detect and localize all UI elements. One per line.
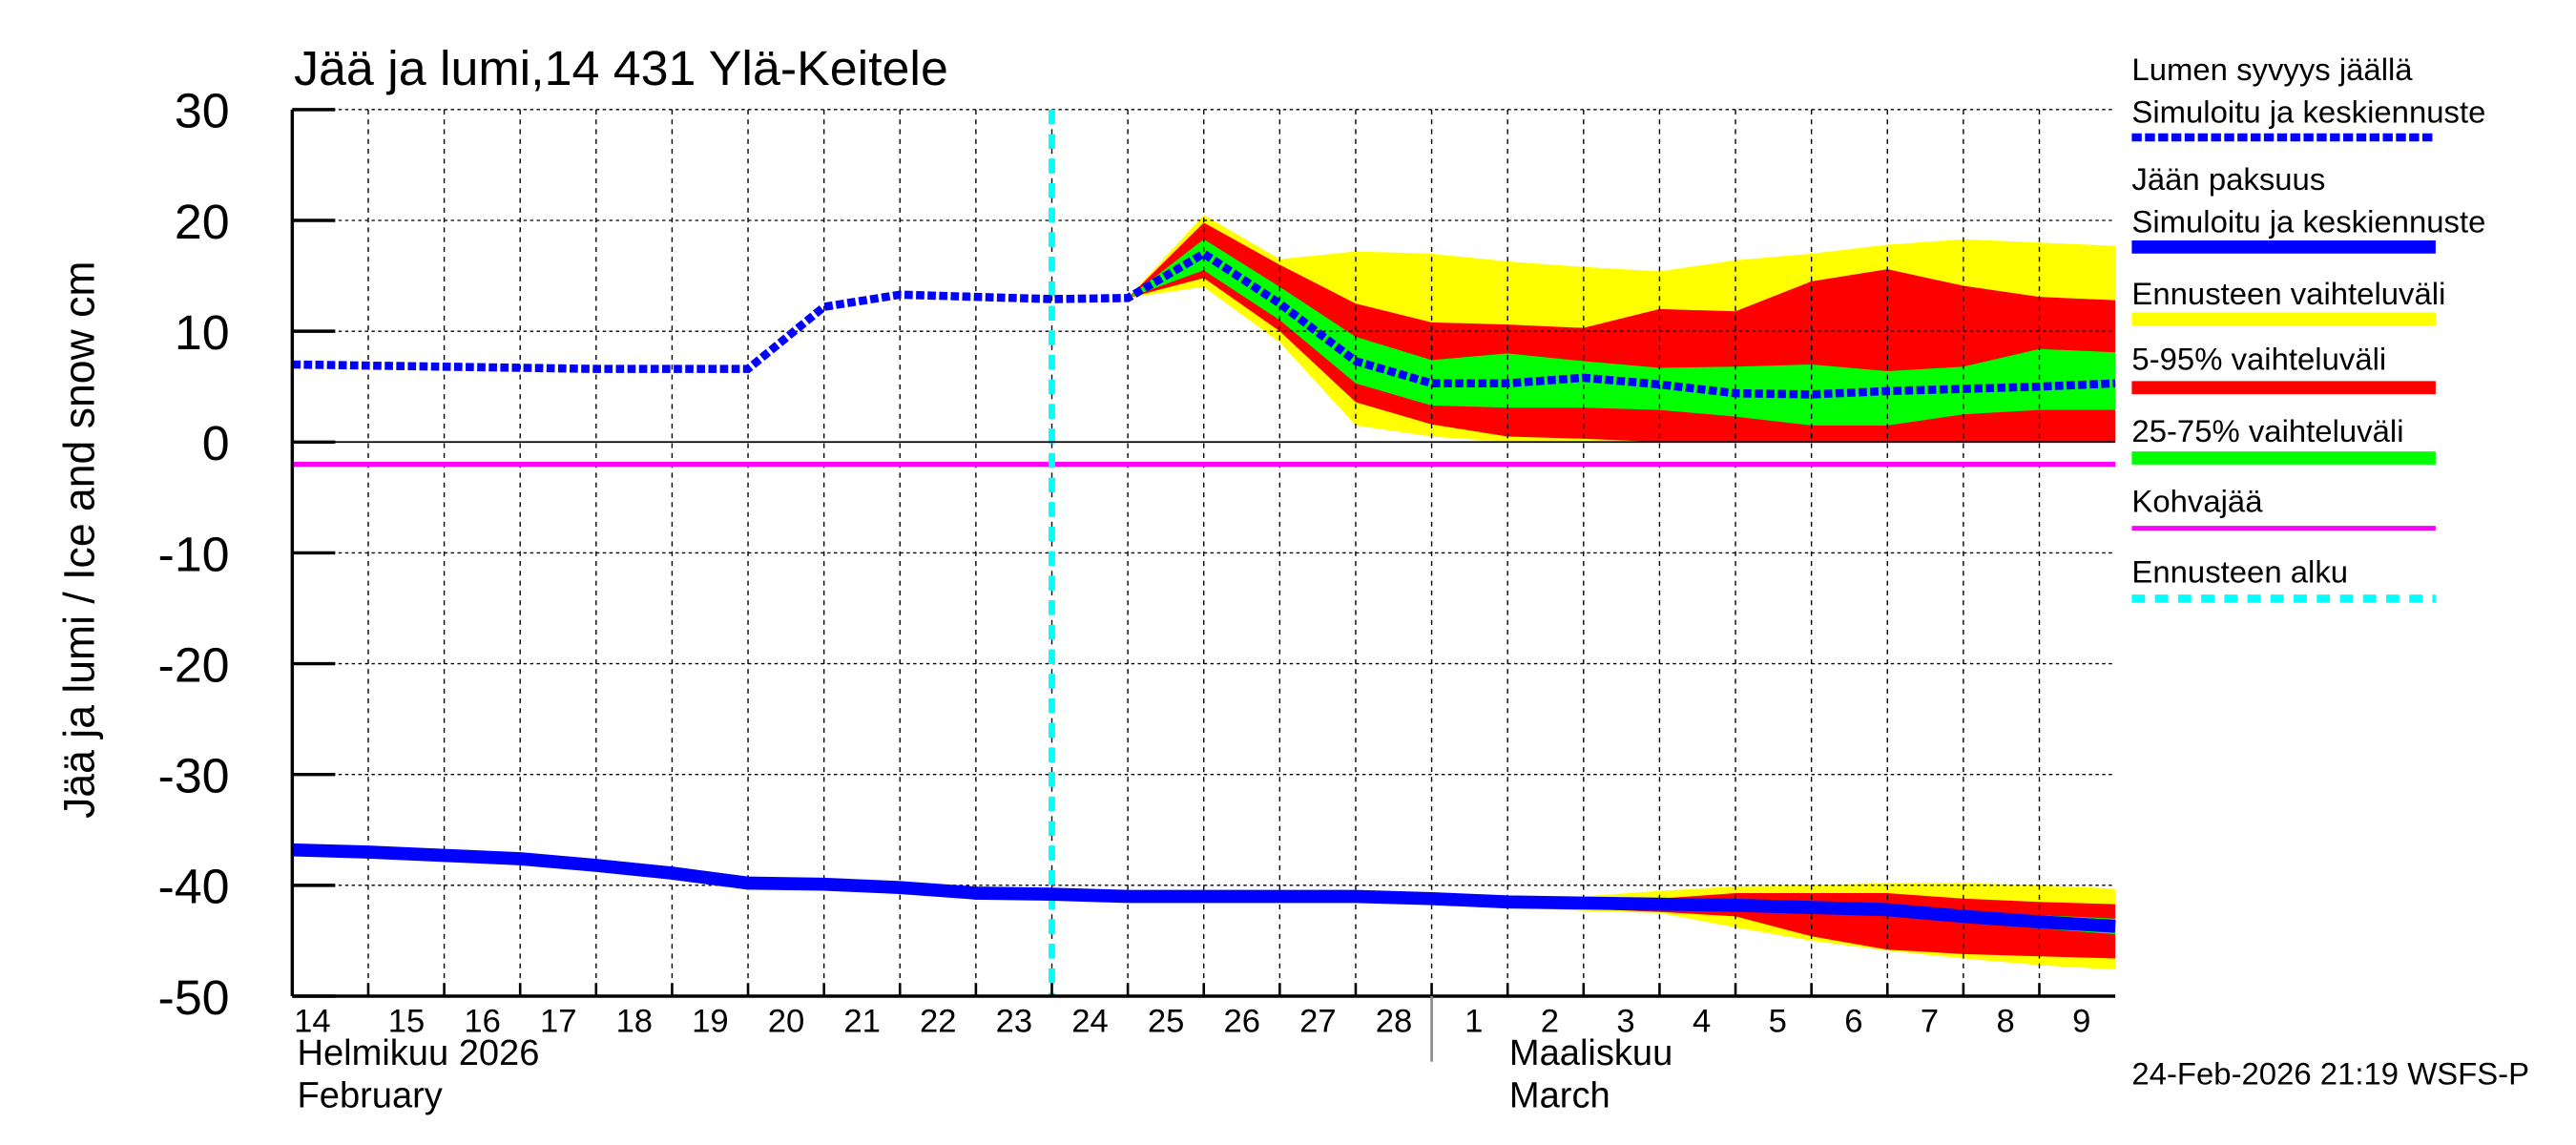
legend-label-p25-75: 25-75% vaihteluväli <box>2131 413 2403 448</box>
ice-thickness-line <box>292 843 2116 933</box>
x-tick-label: 28 <box>1376 1004 1412 1040</box>
x-tick-label: 3 <box>1616 1004 1634 1040</box>
x-tick-label: 6 <box>1844 1004 1862 1040</box>
legend-label-ice: Simuloitu ja keskiennuste <box>2131 204 2485 239</box>
x-tick-label: 7 <box>1921 1004 1939 1040</box>
legend-label-snow: Simuloitu ja keskiennuste <box>2131 94 2485 130</box>
month-label-fi-feb: Helmikuu 2026 <box>298 1033 540 1073</box>
y-tick-label: -10 <box>158 527 230 582</box>
y-tick-label: -50 <box>158 969 230 1025</box>
x-tick-label: 24 <box>1071 1004 1108 1040</box>
legend-label-range: Ennusteen vaihteluväli <box>2131 276 2445 311</box>
snow-depth-line <box>292 248 2116 399</box>
x-tick-label: 9 <box>2072 1004 2090 1040</box>
x-tick-label: 25 <box>1148 1004 1184 1040</box>
x-tick-label: 1 <box>1465 1004 1483 1040</box>
y-tick-label: 10 <box>175 304 230 360</box>
x-tick-label: 22 <box>920 1004 956 1040</box>
timestamp: 24-Feb-2026 21:19 WSFS-P <box>2131 1056 2529 1092</box>
y-tick-label: 0 <box>202 415 230 470</box>
y-tick-label: 20 <box>175 194 230 249</box>
x-tick-label: 23 <box>996 1004 1032 1040</box>
legend-title-snow: Lumen syvyys jäällä <box>2131 52 2413 87</box>
x-tick-label: 18 <box>616 1004 653 1040</box>
x-tick-label: 8 <box>1997 1004 2015 1040</box>
x-tick-label: 14 <box>294 1004 330 1040</box>
series-lines <box>292 109 2116 996</box>
x-tick-label: 4 <box>1693 1004 1711 1040</box>
x-tick-label: 5 <box>1769 1004 1787 1040</box>
x-tick-label: 19 <box>692 1004 728 1040</box>
month-label-en-mar: March <box>1509 1076 1610 1116</box>
month-label-en-feb: February <box>298 1076 443 1116</box>
x-tick-label: 27 <box>1299 1004 1336 1040</box>
legend-label-kohvajaa: Kohvajää <box>2131 484 2263 519</box>
legend-label-p5-95: 5-95% vaihteluväli <box>2131 342 2386 377</box>
x-tick-label: 15 <box>388 1004 425 1040</box>
x-tick-label: 21 <box>843 1004 880 1040</box>
x-tick-label: 17 <box>540 1004 576 1040</box>
x-tick-label: 2 <box>1541 1004 1559 1040</box>
x-tick-label: 26 <box>1224 1004 1260 1040</box>
y-tick-label: -40 <box>158 859 230 914</box>
y-tick-label: 30 <box>175 83 230 138</box>
legend-title-ice: Jään paksuus <box>2131 161 2325 197</box>
chart-title: Jää ja lumi,14 431 Ylä-Keitele <box>294 40 948 95</box>
bands <box>1128 215 2116 970</box>
y-tick-label: -30 <box>158 748 230 803</box>
month-label-fi-mar: Maaliskuu <box>1509 1033 1672 1073</box>
legend: Lumen syvyys jäällä Simuloitu ja keskien… <box>2131 52 2485 603</box>
snow-p25-75-band <box>1128 239 2116 426</box>
x-tick-label: 16 <box>464 1004 500 1040</box>
y-tick-label: -20 <box>158 637 230 693</box>
x-tick-label: 20 <box>768 1004 804 1040</box>
legend-label-forecast-start: Ennusteen alku <box>2131 553 2348 589</box>
y-axis-label: Jää ja lumi / Ice and snow cm <box>55 261 103 819</box>
